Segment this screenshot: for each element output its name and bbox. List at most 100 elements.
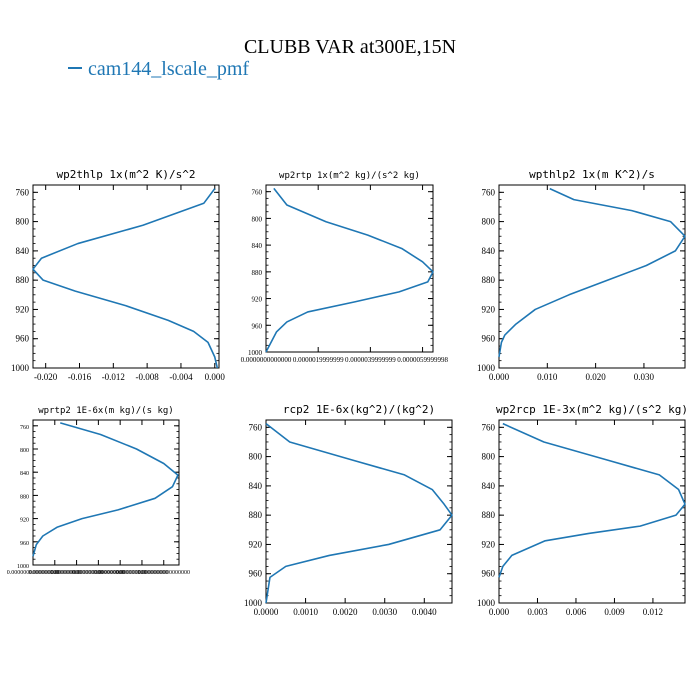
series-line: [32, 422, 179, 557]
x-tick-label: 0.0000000000000000: [116, 570, 169, 576]
panel-title: wprtp2 1E-6x(m kg)/(s kg): [38, 406, 173, 416]
y-tick-label: 960: [482, 334, 496, 344]
y-tick-label: 960: [20, 541, 29, 547]
x-tick-label: 0.0010: [293, 607, 318, 617]
y-tick-label: 840: [20, 471, 29, 477]
plot-frame: [32, 419, 180, 566]
x-tick-label: -0.020: [34, 372, 58, 382]
x-tick-label: 0.0030: [372, 607, 397, 617]
series-line: [32, 188, 219, 369]
y-tick-label: 760: [482, 187, 496, 197]
x-tick-label: 0.0000000000000000: [50, 570, 103, 576]
x-tick-label: -0.016: [68, 372, 92, 382]
y-tick-label: 960: [252, 322, 263, 330]
x-tick-label: 0.020: [585, 372, 606, 382]
x-tick-label: 0.0000000000000000: [7, 570, 60, 576]
x-tick-label: 0.000: [489, 607, 510, 617]
x-tick-label: 0.006: [566, 607, 587, 617]
y-tick-label: 760: [20, 425, 29, 431]
y-tick-label: 1000: [248, 349, 263, 357]
x-tick-label: -0.012: [102, 372, 125, 382]
plot-frame: [265, 184, 434, 353]
series-line: [498, 422, 686, 578]
x-tick-label: 0.030: [634, 372, 655, 382]
x-tick-label: 0.0040: [412, 607, 437, 617]
x-tick-label: 0.0000019999999: [293, 356, 344, 364]
y-tick-label: 920: [482, 539, 496, 549]
panel-5: rcp2 1E-6x(kg^2)/(kg^2) 760 800 840 880 920 96…: [244, 403, 453, 617]
y-tick-label: 920: [252, 296, 263, 304]
y-tick-label: 880: [252, 269, 263, 277]
x-tick-label: 0.0000000000000000: [72, 570, 125, 576]
legend-label: cam144_lscale_pmf: [88, 58, 250, 80]
legend: cam144_lscale_pmf: [68, 58, 249, 81]
x-tick-label: 0.0000000000000000: [29, 570, 82, 576]
y-tick-label: 920: [249, 539, 263, 549]
y-tick-label: 840: [482, 481, 496, 491]
figure-title: CLUBB VAR at300E,15N: [243, 36, 457, 58]
y-tick-label: 800: [252, 215, 263, 223]
series-line: [265, 187, 434, 353]
y-tick-label: 840: [249, 481, 263, 491]
panel-title: wp2rcp 1E-3x(m^2 kg)/(s^2 kg): [496, 403, 688, 416]
x-tick-label: 0.000: [205, 372, 226, 382]
series-line: [498, 187, 686, 358]
panel-3: wpthlp2 1x(m K^2)/s 760 800 840 880 920 960 100…: [477, 168, 686, 382]
y-tick-label: 1000: [244, 598, 263, 608]
x-tick-label: 0.0000000000000000: [137, 570, 190, 576]
panel-2: wp2rtp 1x(m^2 kg)/(s^2 kg) 760 800 840 880 92…: [241, 171, 449, 364]
y-tick-label: 760: [252, 189, 263, 197]
y-tick-label: 920: [20, 518, 29, 524]
y-tick-label: 880: [482, 510, 496, 520]
plot-frame: [498, 184, 686, 369]
x-tick-label: 0.0000000000000: [241, 356, 292, 364]
y-tick-label: 1000: [11, 363, 30, 373]
y-tick-label: 880: [482, 275, 496, 285]
y-tick-label: 1000: [477, 598, 496, 608]
x-tick-label: 0.012: [643, 607, 663, 617]
series-line: [265, 423, 453, 604]
panel-title: wp2thlp 1x(m^2 K)/s^2: [56, 168, 195, 181]
plot-frame: [32, 184, 220, 369]
y-tick-label: 840: [482, 246, 496, 256]
x-tick-label: 0.000: [489, 372, 510, 382]
panel-1: wp2thlp 1x(m^2 K)/s^2 760 800 840 880 920 960 1…: [11, 168, 225, 382]
y-tick-label: 840: [16, 246, 30, 256]
plot-frame: [498, 419, 686, 604]
y-tick-label: 800: [482, 217, 496, 227]
y-tick-label: 800: [20, 448, 29, 454]
y-tick-label: 960: [16, 334, 30, 344]
y-tick-label: 880: [20, 494, 29, 500]
y-tick-label: 800: [249, 452, 263, 462]
x-tick-label: -0.008: [136, 372, 160, 382]
y-tick-label: 880: [249, 510, 263, 520]
x-tick-label: 0.0020: [333, 607, 358, 617]
y-tick-label: 1000: [477, 363, 496, 373]
x-tick-label: 0.003: [527, 607, 548, 617]
y-tick-label: 880: [16, 275, 30, 285]
legend-line-swatch: [68, 67, 82, 70]
panel-title: wpthlp2 1x(m K^2)/s: [529, 168, 655, 181]
panel-title: rcp2 1E-6x(kg^2)/(kg^2): [283, 403, 435, 416]
x-tick-label: 0.0000059999998: [397, 356, 448, 364]
x-tick-label: 0.009: [604, 607, 625, 617]
y-tick-label: 760: [482, 422, 496, 432]
y-tick-label: 960: [482, 569, 496, 579]
y-tick-label: 760: [249, 422, 263, 432]
panel-4: wprtp2 1E-6x(m kg)/(s kg) 760 800 840 880 920…: [7, 406, 190, 576]
y-tick-label: 800: [16, 217, 30, 227]
y-tick-label: 1000: [17, 564, 29, 570]
y-tick-label: 920: [16, 304, 30, 314]
panel-title: wp2rtp 1x(m^2 kg)/(s^2 kg): [279, 171, 420, 181]
y-tick-label: 920: [482, 304, 496, 314]
x-tick-label: -0.004: [169, 372, 193, 382]
y-tick-label: 800: [482, 452, 496, 462]
y-tick-label: 960: [249, 569, 263, 579]
y-tick-label: 840: [252, 242, 263, 250]
x-tick-label: 0.0000000000000000: [94, 570, 147, 576]
x-tick-label: 0.0000039999999: [345, 356, 396, 364]
plot-frame: [265, 419, 453, 604]
x-tick-label: 0.0000: [254, 607, 279, 617]
panel-6: wp2rcp 1E-3x(m^2 kg)/(s^2 kg)760 800 840 88…: [477, 403, 688, 617]
